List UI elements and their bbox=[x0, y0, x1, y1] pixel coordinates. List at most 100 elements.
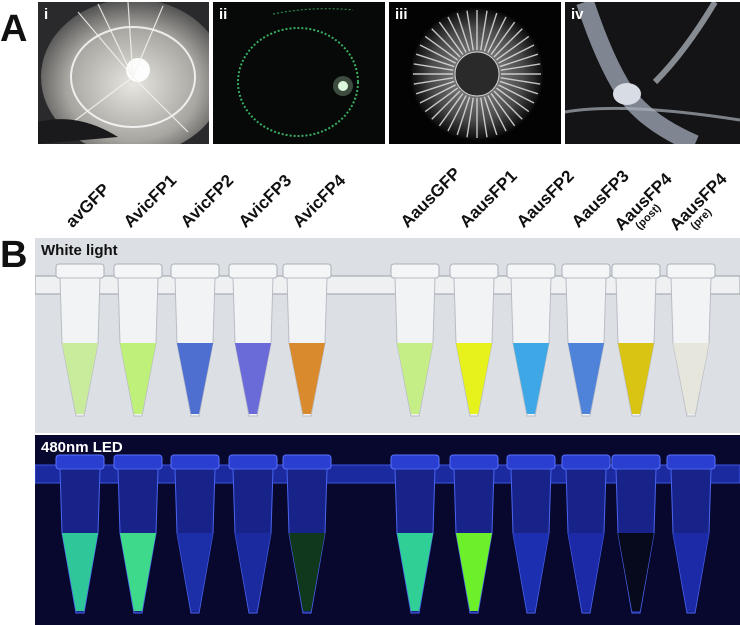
tube-label-name: AausFP2 bbox=[512, 166, 578, 232]
tube-liquid bbox=[397, 533, 433, 611]
tube bbox=[561, 454, 611, 614]
tube-liquid bbox=[456, 343, 492, 414]
led-title: 480nm LED bbox=[41, 439, 123, 456]
tube bbox=[449, 454, 499, 614]
photo-iv: iv bbox=[565, 2, 740, 144]
tube-liquid bbox=[513, 343, 549, 414]
photo-iii: iii bbox=[389, 2, 561, 144]
tube-cap bbox=[611, 454, 661, 470]
tube-cap bbox=[170, 454, 220, 470]
tube-liquid bbox=[120, 533, 156, 611]
panel-label-b: B bbox=[0, 234, 28, 276]
tube-label-name: AvicFP3 bbox=[234, 170, 296, 232]
tube bbox=[666, 454, 716, 614]
tube-liquid bbox=[513, 533, 549, 611]
tube-liquid bbox=[289, 533, 325, 611]
tube-label: avGFP bbox=[62, 180, 114, 232]
tube-cap bbox=[228, 454, 278, 470]
tube-liquid bbox=[120, 343, 156, 414]
tube-label: AvicFP2 bbox=[177, 171, 238, 232]
tentacle-closeup-image bbox=[565, 2, 740, 144]
tube bbox=[506, 263, 556, 417]
tube-cap bbox=[561, 263, 611, 279]
tube-liquid bbox=[673, 533, 709, 611]
tube bbox=[282, 454, 332, 614]
photo-i: i bbox=[38, 2, 209, 144]
jellyfish-dark-image bbox=[411, 8, 543, 140]
tube bbox=[55, 263, 105, 417]
tube-cap bbox=[228, 263, 278, 279]
photo-label-iv: iv bbox=[571, 6, 584, 23]
fluorescent-ring-image bbox=[237, 8, 359, 137]
tube-cap bbox=[506, 454, 556, 470]
tube bbox=[611, 454, 661, 614]
jellyfish-dish-image bbox=[38, 2, 209, 144]
tube-cap bbox=[449, 454, 499, 470]
photo-label-iii: iii bbox=[395, 6, 408, 23]
tube-liquid bbox=[568, 343, 604, 414]
tube-cap bbox=[170, 263, 220, 279]
tube-cap bbox=[449, 263, 499, 279]
tube bbox=[113, 454, 163, 614]
tube-cap bbox=[611, 263, 661, 279]
tube-liquid bbox=[177, 533, 213, 611]
tube-cap bbox=[55, 454, 105, 470]
tube-liquid bbox=[618, 343, 654, 414]
white-light-title: White light bbox=[41, 242, 118, 259]
tube-liquid bbox=[673, 343, 709, 414]
tube-label-name: AvicFP2 bbox=[176, 170, 238, 232]
tube-label: AvicFP4 bbox=[289, 171, 350, 232]
tube bbox=[449, 263, 499, 417]
tube bbox=[506, 454, 556, 614]
tube-cap bbox=[282, 454, 332, 470]
tube-liquid bbox=[177, 343, 213, 414]
tube-label: AausFP1 bbox=[456, 166, 522, 232]
tube-liquid bbox=[62, 343, 98, 414]
led-tubes bbox=[35, 454, 740, 614]
tube-cap bbox=[390, 454, 440, 470]
tube-label: AvicFP3 bbox=[235, 171, 296, 232]
tube bbox=[390, 263, 440, 417]
tube-cap bbox=[113, 454, 163, 470]
tube-cap bbox=[666, 454, 716, 470]
tube bbox=[611, 263, 661, 417]
tube-liquid bbox=[235, 533, 271, 611]
tube-label-name: AvicFP4 bbox=[288, 170, 350, 232]
tube-label: AausFP2 bbox=[513, 166, 579, 232]
tube-cap bbox=[390, 263, 440, 279]
tube-liquid bbox=[235, 343, 271, 414]
tube-cap bbox=[561, 454, 611, 470]
tube-liquid bbox=[456, 533, 492, 611]
tube-label-name: AvicFP1 bbox=[119, 170, 181, 232]
tube-liquid bbox=[397, 343, 433, 414]
tube-liquid bbox=[618, 533, 654, 611]
tube bbox=[113, 263, 163, 417]
tube-cap bbox=[113, 263, 163, 279]
tube bbox=[390, 454, 440, 614]
tube bbox=[170, 263, 220, 417]
led-strip: 480nm LED bbox=[35, 435, 740, 625]
white-light-tubes bbox=[35, 263, 740, 417]
tube bbox=[666, 263, 716, 417]
tube-cap bbox=[506, 263, 556, 279]
photo-ii: ii bbox=[213, 2, 385, 144]
tube-cap bbox=[55, 263, 105, 279]
panel-label-a: A bbox=[0, 8, 28, 50]
tube bbox=[561, 263, 611, 417]
photo-label-ii: ii bbox=[219, 6, 228, 23]
tube-label-name: avGFP bbox=[61, 179, 114, 232]
tube bbox=[228, 454, 278, 614]
tube bbox=[228, 263, 278, 417]
tube bbox=[170, 454, 220, 614]
tube-label-name: AausFP1 bbox=[455, 166, 521, 232]
tube-label: AvicFP1 bbox=[120, 171, 181, 232]
white-light-strip: White light bbox=[35, 238, 740, 433]
tube-label: AausFP4 (pre) bbox=[666, 169, 739, 242]
tube-label-name: AausGFP bbox=[396, 163, 465, 232]
tube-liquid bbox=[568, 533, 604, 611]
tube-liquid bbox=[289, 343, 325, 414]
tube-label: AausGFP bbox=[397, 164, 465, 232]
tube-cap bbox=[666, 263, 716, 279]
tube-liquid bbox=[62, 533, 98, 611]
tube-cap bbox=[282, 263, 332, 279]
